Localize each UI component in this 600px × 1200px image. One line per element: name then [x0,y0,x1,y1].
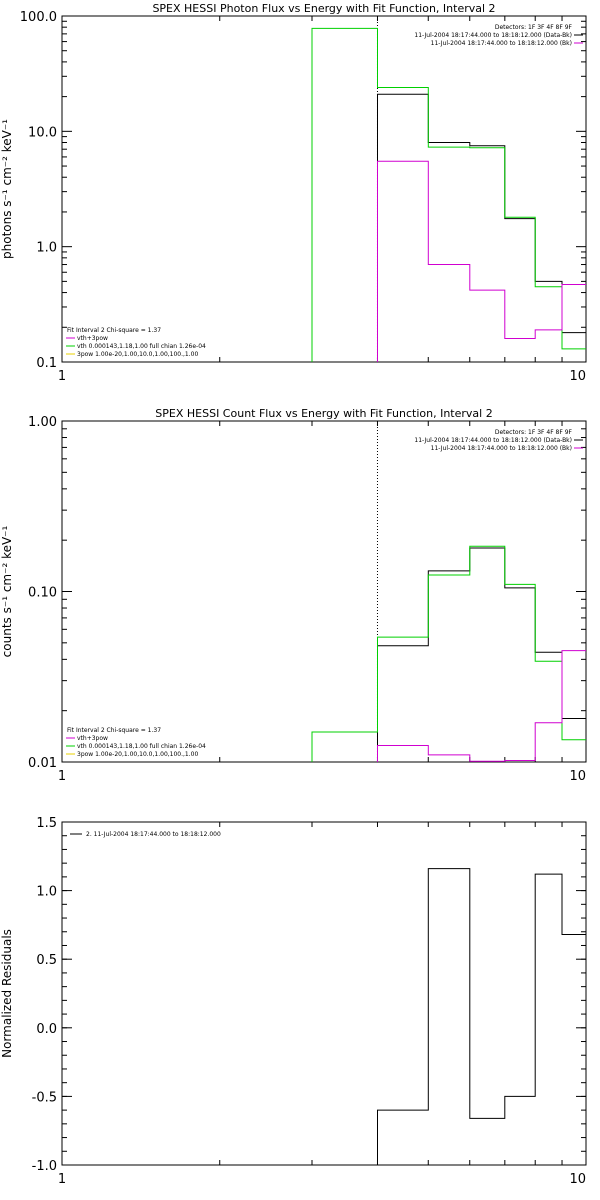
x-tick-label: 10 [569,1172,586,1187]
y-tick-label: 0.0 [36,1022,57,1037]
y-tick-label: 1.0 [36,241,57,256]
plot-frame [61,821,587,1166]
legend-text: 11-Jul-2004 18:17:44.000 to 18:18:12.000… [431,445,572,452]
y-axis-label: Normalized Residuals [0,929,14,1058]
y-axis-label: photons s⁻¹ cm⁻² keV⁻¹ [0,119,14,259]
legend-text: 11-Jul-2004 18:17:44.000 to 18:18:12.000… [431,40,572,47]
y-axis-label: counts s⁻¹ cm⁻² keV⁻¹ [0,525,14,657]
legend-text: Detectors: 1F 3F 4F 8F 9F [495,24,573,31]
y-tick-label: 0.1 [36,356,57,371]
legend-text: 11-Jul-2004 18:17:44.000 to 18:18:12.000… [414,32,572,39]
series-line [311,545,586,762]
plot-frame [61,420,587,763]
series-group [311,545,586,762]
series-group [311,27,586,362]
plot-frame [61,15,587,363]
fit-info-text: vth+3pow [77,735,108,742]
series-line [377,547,586,762]
fit-info-text: Fit Interval 2 Chi-square = 1.37 [67,727,161,734]
legend-text: 11-Jul-2004 18:17:44.000 to 18:18:12.000… [414,437,572,444]
y-tick-label: 100.0 [20,10,57,25]
y-tick-label: 1.5 [36,816,57,831]
series-line [377,93,586,362]
y-tick-label: 1.0 [36,885,57,900]
panel-3: Normalized Residuals -1.0 -0.5 0.0 0.5 1.0 1.5… [0,816,587,1187]
series-line [377,650,586,762]
legend-text: Detectors: 1F 3F 4F 8F 9F [495,429,573,436]
series-line [311,27,586,362]
y-tick-label: 10.0 [28,125,57,140]
x-tick-label: 10 [569,769,586,784]
fit-info-text: 3pow 1.00e-20,1.00,10.0,1.00,100.,1.00 [77,351,198,358]
fit-info-text: vth 0.000143,1.18,1.00 full chian 1.26e-… [77,343,206,350]
y-tick-label: -1.0 [32,1159,57,1174]
series-line [377,160,586,362]
fit-info-text: vth+3pow [77,335,108,342]
fit-info-text: vth 0.000143,1.18,1.00 full chian 1.26e-… [77,743,206,750]
chart-title: SPEX HESSI Photon Flux vs Energy with Fi… [152,2,495,15]
y-tick-label: 0.10 [28,586,57,601]
chart-title: SPEX HESSI Count Flux vs Energy with Fit… [155,407,492,420]
y-tick-label: 1.00 [28,415,57,430]
fit-info-text: Fit Interval 2 Chi-square = 1.37 [67,327,161,334]
panel-2: SPEX HESSI Count Flux vs Energy with Fit… [0,407,587,784]
x-tick-label: 10 [569,369,586,384]
legend-text: 2. 11-Jul-2004 18:17:44.000 to 18:18:12.… [86,831,221,838]
y-tick-label: -0.5 [32,1090,57,1105]
x-tick-label: 1 [58,369,66,384]
x-tick-label: 1 [58,769,66,784]
x-tick-label: 1 [58,1172,66,1187]
y-tick-label: 0.01 [28,756,57,771]
y-tick-label: 0.5 [36,953,57,968]
fit-info-text: 3pow 1.00e-20,1.00,10.0,1.00,100.,1.00 [77,751,198,758]
series-line [377,868,586,1165]
panel-1: SPEX HESSI Photon Flux vs Energy with Fi… [0,2,587,384]
series-group [377,868,586,1165]
